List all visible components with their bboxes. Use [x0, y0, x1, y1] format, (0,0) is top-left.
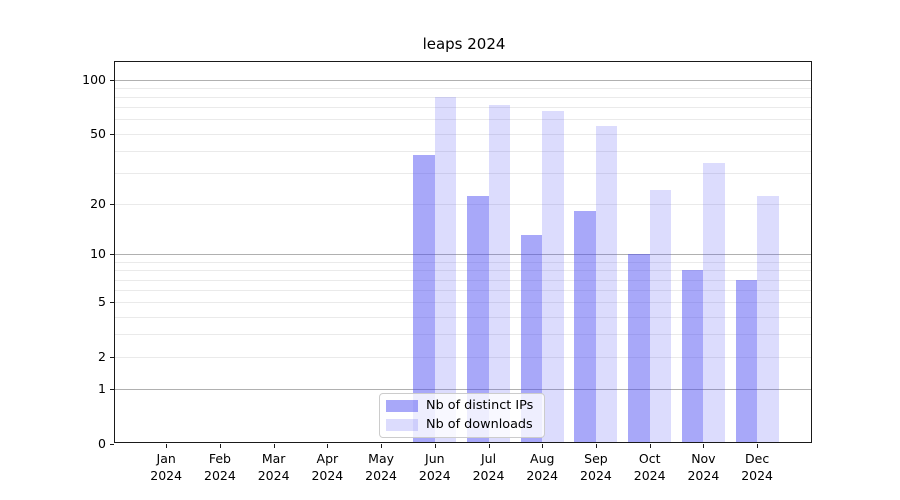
x-tick-label-aug: Aug 2024: [526, 451, 559, 483]
y-tick-5: [110, 302, 114, 304]
bar-ips-jul: [467, 196, 489, 444]
bar-ips-jun: [413, 154, 435, 444]
bar-downloads-jun: [434, 97, 457, 444]
gridline-minor-90: [115, 87, 812, 89]
bar-downloads-aug: [542, 110, 564, 444]
gridline-minor-6: [115, 290, 812, 292]
x-tick-label-may: May 2024: [365, 451, 397, 483]
x-tick-label-nov: Nov 2024: [687, 451, 720, 483]
gridline-minor-9: [115, 262, 812, 263]
bar-downloads-jul: [488, 105, 511, 444]
gridline-major-10: [115, 254, 812, 256]
y-tick-label-2: 2: [98, 348, 106, 364]
y-tick-label-50: 50: [90, 125, 106, 141]
gridline-minor-70: [115, 107, 812, 109]
x-tick-label-sep: Sep 2024: [580, 451, 612, 483]
bar-downloads-oct: [649, 189, 672, 444]
x-tick-aug: [542, 444, 544, 448]
bar-ips-aug: [520, 235, 543, 444]
bar-ips-nov: [681, 270, 704, 444]
gridline-minor-80: [115, 97, 812, 99]
y-tick-label-20: 20: [90, 195, 106, 211]
gridline-minor-3: [115, 334, 812, 336]
legend-label-downloads: Nb of downloads: [426, 417, 533, 432]
gridline-minor-20: [115, 203, 812, 205]
legend-swatch-distinct-ips: [386, 400, 418, 412]
gridline-minor-30: [115, 172, 812, 174]
legend-item-downloads: Nb of downloads: [386, 417, 544, 433]
y-tick-100: [110, 79, 114, 81]
x-tick-sep: [595, 444, 597, 448]
legend-swatch-downloads: [386, 419, 418, 431]
bar-downloads-dec: [757, 196, 779, 444]
x-tick-dec: [757, 444, 759, 448]
x-tick-mar: [273, 444, 275, 448]
gridline-minor-50: [115, 133, 812, 135]
y-tick-label-100: 100: [82, 71, 106, 87]
bar-downloads-nov: [703, 163, 725, 444]
x-tick-may: [381, 444, 383, 448]
x-tick-jun: [434, 444, 436, 448]
gridline-minor-40: [115, 150, 812, 152]
gridline-minor-5: [115, 302, 812, 304]
x-tick-apr: [327, 444, 329, 448]
bar-downloads-sep: [595, 126, 618, 444]
x-tick-label-apr: Apr 2024: [311, 451, 344, 483]
chart-title: leaps 2024: [422, 35, 506, 53]
y-tick-50: [110, 133, 114, 135]
legend-item-distinct-ips: Nb of distinct IPs: [386, 398, 544, 414]
gridline-major-100: [115, 79, 812, 81]
y-tick-label-5: 5: [98, 294, 106, 310]
bar-ips-oct: [628, 254, 650, 444]
y-tick-label-1: 1: [98, 380, 106, 396]
x-tick-jul: [488, 444, 490, 448]
y-tick-label-0: 0: [98, 435, 106, 451]
x-tick-label-jun: Jun 2024: [418, 451, 451, 483]
bar-ips-dec: [735, 279, 758, 444]
gridline-minor-2: [115, 356, 812, 358]
gridline-minor-60: [115, 119, 812, 121]
x-tick-oct: [649, 444, 651, 448]
x-tick-feb: [219, 444, 221, 448]
y-tick-2: [110, 356, 114, 358]
x-tick-nov: [703, 444, 705, 448]
gridline-minor-8: [115, 270, 812, 272]
y-tick-1: [110, 388, 114, 390]
bar-ips-sep: [574, 211, 596, 444]
legend-label-distinct-ips: Nb of distinct IPs: [426, 398, 534, 413]
x-tick-label-mar: Mar 2024: [257, 451, 290, 483]
x-tick-label-dec: Dec 2024: [741, 451, 774, 483]
x-tick-jan: [166, 444, 168, 448]
y-tick-0: [110, 443, 114, 445]
x-tick-label-feb: Feb 2024: [204, 451, 236, 483]
y-tick-20: [110, 203, 114, 205]
x-tick-label-jan: Jan 2024: [150, 451, 183, 483]
gridline-major-1: [115, 388, 812, 390]
gridline-minor-4: [115, 316, 812, 318]
legend: Nb of distinct IPs Nb of downloads: [379, 393, 545, 438]
y-tick-label-10: 10: [90, 246, 106, 262]
y-tick-10: [110, 254, 114, 256]
x-tick-label-oct: Oct 2024: [633, 451, 666, 483]
x-tick-label-jul: Jul 2024: [472, 451, 505, 483]
gridline-minor-7: [115, 279, 812, 281]
